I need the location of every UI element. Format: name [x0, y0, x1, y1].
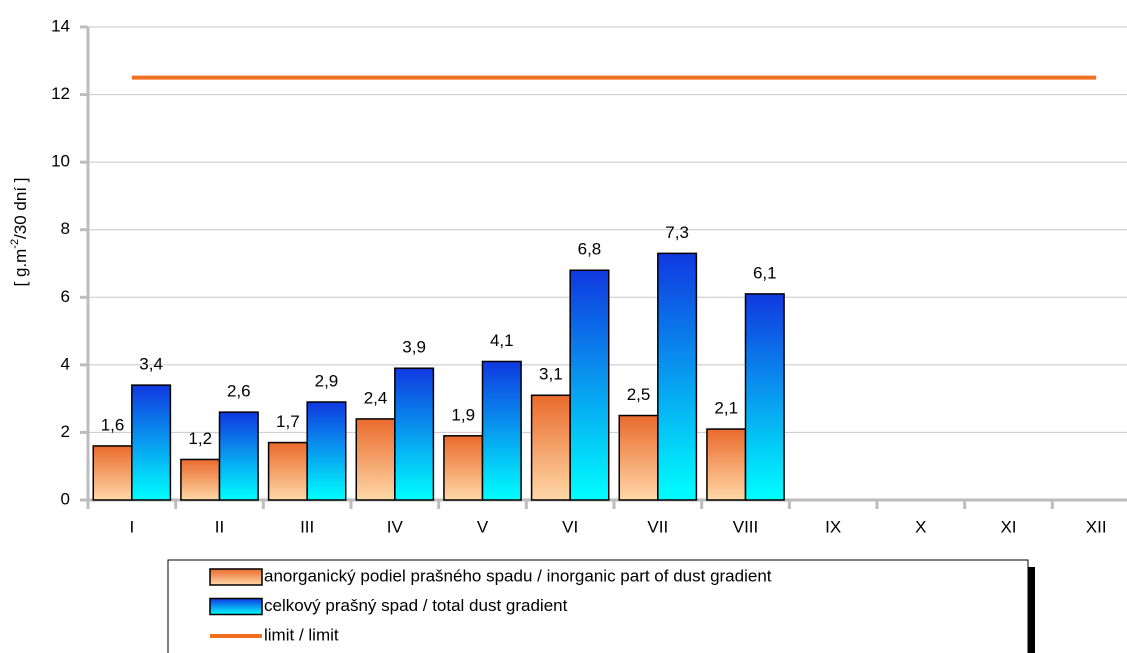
bar: [92, 445, 133, 501]
bar: [481, 360, 522, 501]
legend-label: anorganický podiel prašného spadu / inor…: [264, 566, 772, 585]
data-label: 1,6: [101, 415, 125, 434]
y-axis-title: [ g.m-2/30 dní ]: [9, 177, 31, 286]
bar: [618, 414, 659, 501]
x-tick-label: XII: [1086, 517, 1107, 536]
data-label: 2,9: [315, 372, 339, 391]
legend-label: celkový prašný spad / total dust gradien…: [264, 596, 568, 615]
data-label: 1,9: [451, 405, 475, 424]
y-tick-label: 10: [51, 152, 70, 171]
bar: [306, 401, 347, 501]
y-axis-title-part: [ g.m: [11, 249, 30, 287]
data-label: 3,4: [139, 355, 163, 374]
x-tick-label: VII: [647, 517, 668, 536]
bar: [530, 394, 571, 501]
bar: [394, 367, 435, 501]
data-label: 1,2: [188, 429, 212, 448]
y-tick-label: 4: [61, 354, 70, 373]
bar: [443, 435, 484, 501]
y-tick-label: 6: [61, 287, 70, 306]
data-label: 2,5: [627, 385, 651, 404]
x-tick-label: I: [129, 517, 134, 536]
data-label: 2,1: [714, 399, 738, 418]
data-label: 1,7: [276, 412, 300, 431]
x-tick-label: VI: [562, 517, 578, 536]
bar: [267, 441, 308, 501]
bar: [706, 428, 747, 501]
x-tick-label: IV: [387, 517, 404, 536]
data-label: 3,9: [402, 338, 426, 357]
data-label: 2,4: [364, 388, 388, 407]
y-tick-label: 14: [51, 16, 70, 35]
x-tick-label: III: [300, 517, 314, 536]
legend-swatch: [209, 597, 263, 616]
data-label: 4,1: [490, 331, 514, 350]
data-label: 2,6: [227, 382, 251, 401]
x-tick-label: X: [915, 517, 926, 536]
bar: [569, 269, 610, 501]
x-tick-label: II: [215, 517, 224, 536]
data-label: 7,3: [665, 223, 689, 242]
data-label: 6,8: [578, 240, 602, 259]
y-tick-label: 8: [61, 219, 70, 238]
x-tick-label: VIII: [733, 517, 759, 536]
y-axis-title-part: /30 dní ]: [11, 177, 30, 238]
legend: [167, 559, 1029, 653]
bar: [657, 252, 698, 501]
bar: [218, 411, 259, 501]
y-tick-label: 2: [61, 422, 70, 441]
data-label: 6,1: [753, 263, 777, 282]
legend-label: limit / limit: [264, 625, 339, 644]
y-axis-title-sup: -2: [9, 239, 21, 249]
x-tick-label: IX: [825, 517, 841, 536]
legend-swatch: [209, 568, 263, 586]
x-tick-label: V: [477, 517, 489, 536]
bar: [131, 384, 172, 501]
y-tick-label: 0: [61, 489, 70, 508]
data-label: 3,1: [539, 365, 563, 384]
y-tick-label: 12: [51, 84, 70, 103]
bar: [355, 418, 396, 501]
bar: [180, 458, 221, 501]
bar: [744, 293, 785, 501]
x-tick-label: XI: [1000, 517, 1016, 536]
